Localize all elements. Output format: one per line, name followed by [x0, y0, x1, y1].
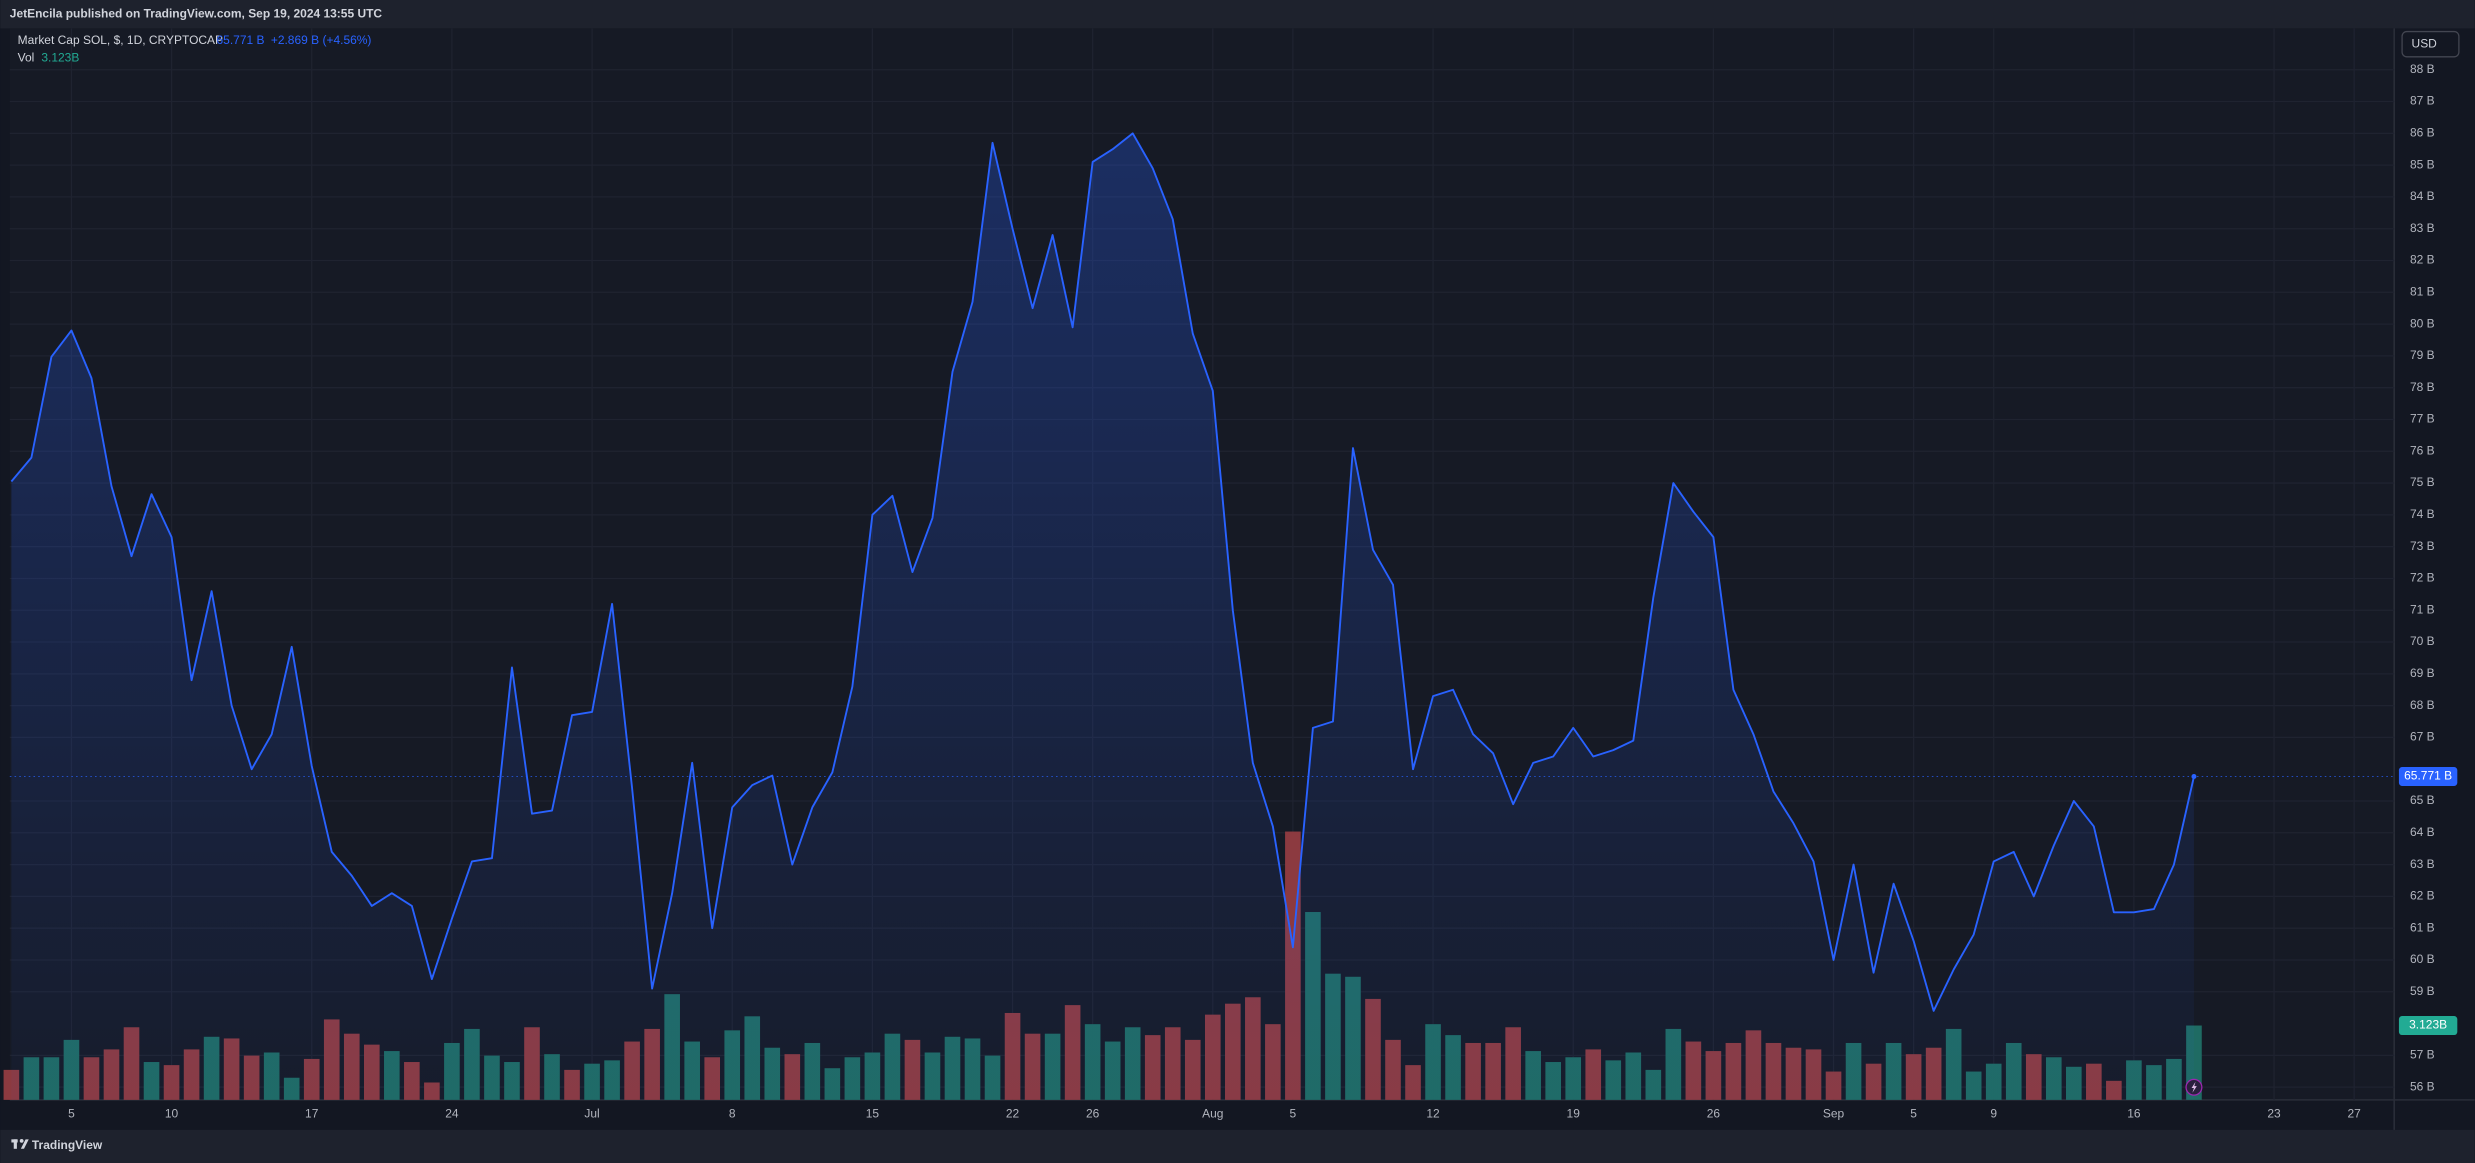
y-tick-label: 57 B [2410, 1048, 2435, 1062]
x-tick-label: 5 [68, 1106, 75, 1120]
legend-vol: 3.123B [41, 51, 79, 65]
y-tick-label: 74 B [2410, 507, 2435, 521]
y-tick-label: 63 B [2410, 857, 2435, 871]
y-tick-label: 67 B [2410, 730, 2435, 744]
y-tick-label: 65 B [2410, 793, 2435, 807]
y-tick-label: 69 B [2410, 666, 2435, 680]
y-tick-label: 81 B [2410, 284, 2435, 298]
x-tick-label: 23 [2267, 1106, 2281, 1120]
price-badge-label: 65.771 B [2404, 769, 2452, 783]
x-tick-label: 26 [1707, 1106, 1721, 1120]
y-tick-label: 72 B [2410, 571, 2435, 585]
price-badge [2398, 767, 2458, 786]
y-tick-label: 61 B [2410, 920, 2435, 934]
last-point [2191, 773, 2197, 780]
y-tick-label: 76 B [2410, 443, 2435, 457]
y-tick-label: 88 B [2410, 62, 2435, 76]
x-tick-label: 22 [1006, 1106, 1020, 1120]
header-title: JetEncila published on TradingView.com, … [10, 6, 383, 20]
x-tick-label: 9 [1990, 1106, 1997, 1120]
x-tick-label: 17 [305, 1106, 319, 1120]
y-tick-label: 85 B [2410, 157, 2435, 171]
volume-badge-label: 3.123B [2409, 1018, 2447, 1032]
price-line [10, 132, 2195, 1012]
volume-badge [2398, 1016, 2458, 1035]
x-tick-label: 15 [866, 1106, 880, 1120]
y-tick-label: 77 B [2410, 412, 2435, 426]
header-bar [0, 0, 2475, 29]
y-tick-label: 56 B [2410, 1079, 2435, 1093]
x-tick-label: 10 [165, 1106, 179, 1120]
y-tick-label: 60 B [2410, 952, 2435, 966]
legend-change: +2.869 B (+4.56%) [271, 33, 372, 47]
y-tick-label: 84 B [2410, 189, 2435, 203]
y-tick-label: 80 B [2410, 316, 2435, 330]
x-tick-label: Sep [1823, 1106, 1845, 1120]
legend-last: 65.771 B [217, 33, 265, 47]
y-tick-label: 78 B [2410, 380, 2435, 394]
price-layer [9, 132, 2395, 1100]
legend-symbol: Market Cap SOL, $, 1D, CRYPTOCAP [18, 33, 223, 47]
y-tick-label: 59 B [2410, 984, 2435, 998]
y-tick-label: 62 B [2410, 889, 2435, 903]
y-tick-label: 82 B [2410, 253, 2435, 267]
y-tick-label: 83 B [2410, 221, 2435, 235]
y-tick-label: 75 B [2410, 475, 2435, 489]
y-tick-label: 64 B [2410, 825, 2435, 839]
x-tick-label: 5 [1910, 1106, 1917, 1120]
y-tick-label: 86 B [2410, 125, 2435, 139]
y-tick-label: 70 B [2410, 634, 2435, 648]
footer-brand: TradingView [32, 1138, 103, 1152]
replay-icon-bolt[interactable] [2191, 1081, 2197, 1093]
x-tick-label: 19 [1567, 1106, 1581, 1120]
y-tick-label: 68 B [2410, 698, 2435, 712]
y-tick-label: 73 B [2410, 539, 2435, 553]
x-tick-label: Jul [584, 1106, 599, 1120]
x-tick-label: 12 [1426, 1106, 1440, 1120]
x-tick-label: 16 [2127, 1106, 2141, 1120]
price-area [11, 133, 2194, 1100]
y-tick-label: 87 B [2410, 94, 2435, 108]
currency-label[interactable]: USD [2412, 36, 2438, 50]
x-tick-label: 5 [1290, 1106, 1297, 1120]
x-tick-label: 24 [445, 1106, 459, 1120]
legend-vol-name: Vol [18, 51, 35, 65]
footer-bar [0, 1129, 2475, 1163]
y-tick-label: 71 B [2410, 602, 2435, 616]
x-tick-label: 8 [729, 1106, 736, 1120]
brand-logo [11, 1139, 29, 1149]
currency-box[interactable] [2401, 30, 2460, 58]
x-tick-label: 26 [1086, 1106, 1100, 1120]
x-tick-label: 27 [2347, 1106, 2361, 1120]
y-tick-label: 79 B [2410, 348, 2435, 362]
x-tick-label: Aug [1202, 1106, 1223, 1120]
axes: 88 B 87 B 86 B 85 B 84 B 83 B 82 B 81 B 80 B 79 B… [68, 62, 2458, 1120]
